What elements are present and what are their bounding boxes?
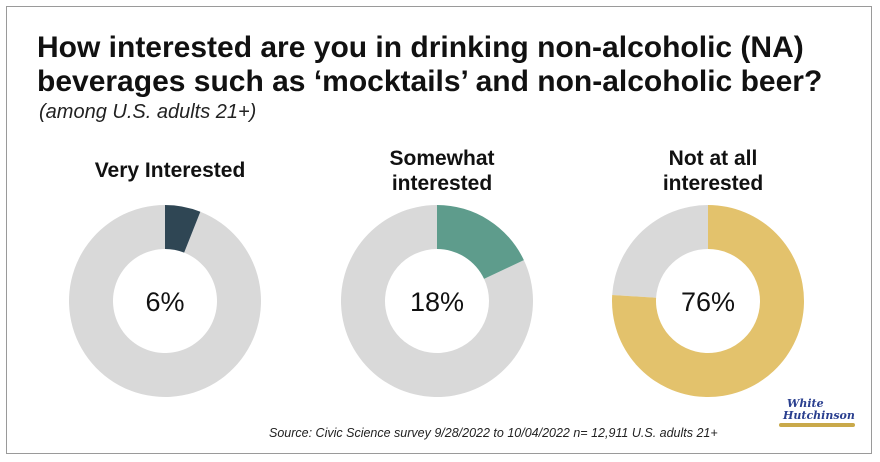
logo-text-line1: White <box>787 397 824 410</box>
donut-label-somewhat-interested: Somewhat interested <box>332 146 552 196</box>
donut-label-line: interested <box>662 172 764 195</box>
donut-segment-very-interested <box>165 205 201 253</box>
logo-swoosh-icon <box>779 423 855 427</box>
donut-value-very-interested: 6% <box>145 287 184 317</box>
donut-remainder-not-at-all-interested <box>612 205 708 298</box>
donut-label-line: interested <box>391 172 493 195</box>
chart-title: How interested are you in drinking non-a… <box>37 31 823 98</box>
donut-remainder-somewhat-interested <box>341 205 533 397</box>
donut-label-line: Very Interested <box>94 159 246 182</box>
donut-value-not-at-all-interested: 76% <box>681 287 735 317</box>
chart-subtitle: (among U.S. adults 21+) <box>39 101 257 123</box>
donut-segment-somewhat-interested <box>437 205 524 279</box>
white-hutchinson-logo: White Hutchinson <box>777 393 857 441</box>
donut-segment-not-at-all-interested <box>612 205 805 397</box>
donut-value-somewhat-interested: 18% <box>410 287 464 317</box>
donut-remainder-very-interested <box>69 205 261 397</box>
donut-label-very-interested: Very Interested <box>60 158 280 183</box>
donut-charts: 6% 18% 76% <box>69 205 805 397</box>
donut-label-line: Not at all <box>668 147 758 170</box>
donut-label-line: Somewhat <box>389 147 495 170</box>
donut-label-not-at-all-interested: Not at all interested <box>603 146 823 196</box>
source-note: Source: Civic Science survey 9/28/2022 t… <box>269 426 718 440</box>
logo-text-line2: Hutchinson <box>783 409 855 422</box>
chart-frame: How interested are you in drinking non-a… <box>6 6 872 454</box>
